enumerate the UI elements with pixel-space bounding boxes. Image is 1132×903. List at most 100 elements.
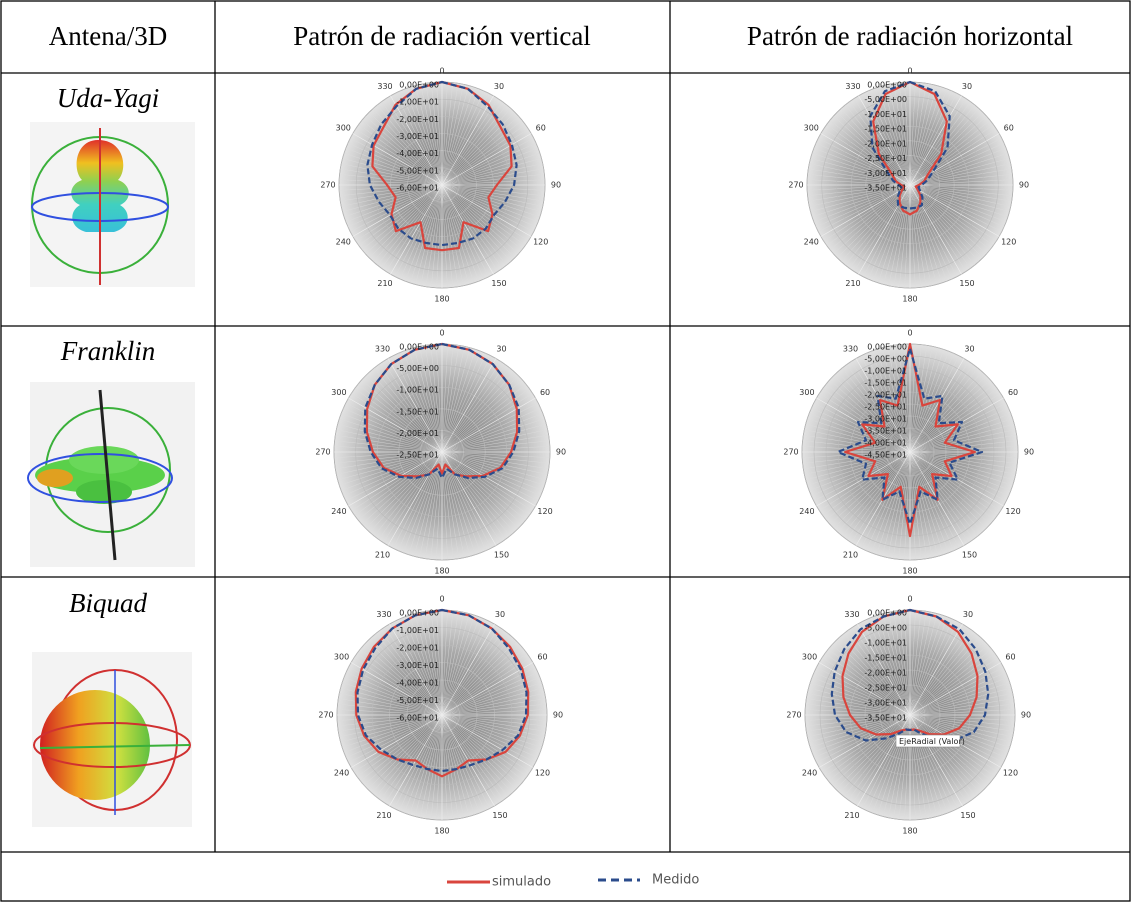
r-tick-label: -3,50E+01: [864, 714, 907, 723]
legend-label: simulado: [492, 875, 551, 890]
angle-label: 0: [907, 595, 912, 604]
angle-label: 330: [375, 344, 390, 353]
r-tick-label: -3,00E+01: [396, 132, 439, 141]
angle-label: 210: [377, 279, 392, 288]
angle-label: 210: [844, 811, 859, 820]
angle-label: 90: [553, 711, 563, 720]
angle-label: 270: [315, 448, 330, 457]
r-tick-label: -5,00E+00: [864, 95, 907, 104]
angle-label: 90: [551, 181, 561, 190]
angle-label: 240: [334, 769, 349, 778]
angle-label: 0: [439, 595, 444, 604]
biquad-3d: [32, 652, 192, 827]
angle-label: 180: [902, 567, 917, 576]
angle-label: 270: [788, 181, 803, 190]
r-tick-label: -5,00E+01: [396, 696, 439, 705]
angle-label: 180: [434, 295, 449, 304]
uda-yagi-3d: [30, 122, 195, 287]
tooltip: EjeRadial (Valor): [899, 737, 965, 746]
angle-label: 180: [434, 827, 449, 836]
angle-label: 30: [494, 82, 504, 91]
r-tick-label: -2,00E+01: [864, 139, 907, 148]
angle-label: 0: [907, 329, 912, 338]
angle-label: 30: [496, 344, 506, 353]
angle-label: 120: [537, 507, 552, 516]
polar-chart: 03060901201501802102402703003300,00E+00-…: [788, 67, 1029, 304]
r-tick-label: -4,00E+01: [396, 149, 439, 158]
angle-label: 270: [786, 711, 801, 720]
r-tick-label: -4,50E+01: [864, 451, 907, 460]
angle-label: 300: [334, 653, 349, 662]
angle-label: 60: [540, 388, 550, 397]
angle-label: 60: [536, 124, 546, 133]
r-tick-label: -2,00E+01: [864, 391, 907, 400]
r-tick-label: -1,50E+01: [864, 379, 907, 388]
r-tick-label: -2,00E+01: [396, 644, 439, 653]
angle-label: 120: [1003, 769, 1018, 778]
r-tick-label: -2,50E+01: [864, 684, 907, 693]
r-tick-label: -4,00E+01: [864, 439, 907, 448]
r-tick-label: -2,50E+01: [864, 154, 907, 163]
r-tick-label: -3,00E+01: [396, 661, 439, 670]
angle-label: 210: [843, 551, 858, 560]
antenna-name: Uda-Yagi: [57, 83, 160, 113]
angle-label: 150: [491, 279, 506, 288]
r-tick-label: -3,50E+01: [864, 184, 907, 193]
angle-label: 150: [959, 279, 974, 288]
antenna-name: Biquad: [69, 588, 147, 618]
legend-label: Medido: [652, 873, 699, 888]
r-tick-label: -1,00E+01: [864, 639, 907, 648]
angle-label: 210: [845, 279, 860, 288]
r-tick-label: -4,00E+01: [396, 679, 439, 688]
r-tick-label: -1,50E+01: [864, 125, 907, 134]
angle-label: 180: [902, 295, 917, 304]
r-tick-label: -1,00E+01: [864, 110, 907, 119]
header-cell: Patrón de radiación vertical: [293, 21, 591, 51]
angle-label: 270: [320, 181, 335, 190]
r-tick-label: 0,00E+00: [867, 343, 907, 352]
angle-label: 330: [845, 82, 860, 91]
r-tick-label: -2,00E+01: [396, 115, 439, 124]
angle-label: 120: [535, 769, 550, 778]
angle-label: 300: [799, 388, 814, 397]
angle-label: 300: [804, 124, 819, 133]
angle-label: 60: [1004, 124, 1014, 133]
angle-label: 300: [331, 388, 346, 397]
r-tick-label: -2,50E+01: [864, 403, 907, 412]
r-tick-label: -5,00E+01: [396, 166, 439, 175]
r-tick-label: -1,50E+01: [396, 407, 439, 416]
r-tick-label: 0,00E+00: [399, 609, 439, 618]
angle-label: 210: [375, 551, 390, 560]
angle-label: 60: [1005, 653, 1015, 662]
r-tick-label: -5,00E+00: [864, 355, 907, 364]
r-tick-label: -3,00E+01: [864, 415, 907, 424]
angle-label: 120: [1005, 507, 1020, 516]
angle-label: 330: [376, 610, 391, 619]
angle-label: 0: [439, 329, 444, 338]
angle-label: 30: [962, 82, 972, 91]
angle-label: 180: [902, 827, 917, 836]
angle-label: 30: [963, 610, 973, 619]
r-tick-label: -2,00E+01: [396, 429, 439, 438]
polar-chart: 03060901201501802102402703003300,00E+00-…: [320, 67, 561, 304]
r-tick-label: -3,00E+01: [864, 699, 907, 708]
angle-label: 240: [799, 507, 814, 516]
angle-label: 270: [783, 448, 798, 457]
header-cell: Patrón de radiación horizontal: [747, 21, 1073, 51]
r-tick-label: 0,00E+00: [399, 81, 439, 90]
angle-label: 210: [376, 811, 391, 820]
angle-label: 30: [964, 344, 974, 353]
angle-label: 0: [907, 67, 912, 76]
antenna-name: Franklin: [60, 336, 156, 366]
angle-label: 240: [804, 238, 819, 247]
angle-label: 150: [492, 811, 507, 820]
angle-label: 300: [336, 124, 351, 133]
angle-label: 90: [1019, 181, 1029, 190]
angle-label: 90: [1021, 711, 1031, 720]
polar-chart: 03060901201501802102402703003300,00E+00-…: [786, 595, 1031, 836]
angle-label: 330: [844, 610, 859, 619]
angle-label: 240: [331, 507, 346, 516]
angle-label: 150: [962, 551, 977, 560]
angle-label: 90: [1024, 448, 1034, 457]
